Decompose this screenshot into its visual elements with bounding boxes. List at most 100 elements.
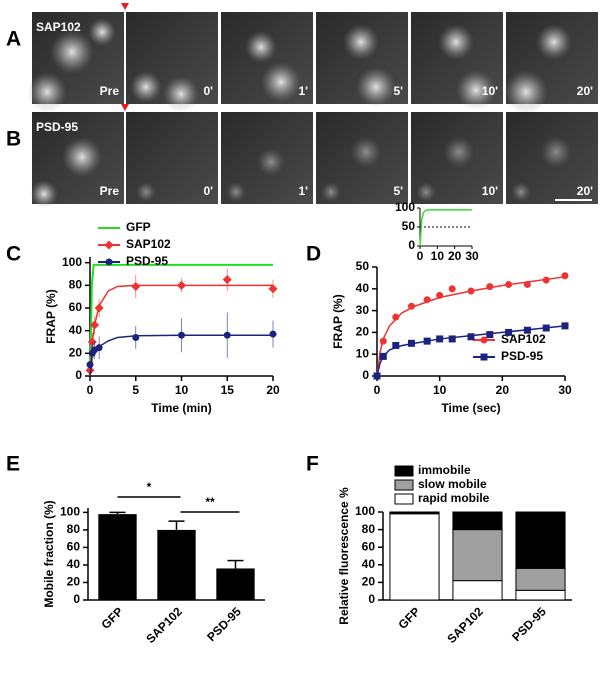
data-point: [561, 272, 569, 280]
y-tick-label: 100: [60, 505, 80, 519]
data-point: [423, 337, 431, 345]
legend-label: SAP102: [126, 237, 171, 251]
fluorescent-spot: [356, 67, 396, 107]
bar-segment: [515, 511, 566, 569]
panel-letter: B: [6, 128, 21, 151]
legend-marker: [104, 240, 114, 250]
x-tick-label: 15: [221, 383, 235, 397]
bar: [216, 568, 255, 600]
frame-label: 20': [577, 84, 593, 98]
y-tick-label: 80: [362, 522, 376, 536]
data-point: [95, 344, 103, 352]
inset-x-tick-label: 0: [417, 249, 424, 263]
data-point: [90, 320, 100, 330]
bar: [98, 514, 137, 600]
frame-label: 5': [393, 84, 403, 98]
data-point: [268, 284, 278, 294]
bar-segment: [389, 513, 440, 601]
y-tick-label: 50: [356, 259, 370, 273]
protein-label: SAP102: [36, 20, 81, 34]
y-tick-label: 0: [368, 592, 375, 606]
legend-swatch: [394, 493, 414, 505]
legend-marker: [480, 353, 488, 361]
x-tick-label: 30: [558, 383, 572, 397]
y-tick-label: 100: [355, 504, 375, 518]
fluorescent-spot: [321, 182, 341, 202]
y-tick-label: 100: [62, 255, 82, 269]
data-point: [448, 285, 456, 293]
y-tick-label: 60: [67, 540, 81, 554]
data-point: [373, 372, 381, 380]
data-point: [542, 324, 550, 332]
x-tick-label: 5: [132, 383, 139, 397]
fluorescent-spot: [245, 31, 277, 63]
bar-segment: [515, 589, 566, 601]
x-tick-label: 20: [496, 383, 510, 397]
frame-label: 10': [482, 84, 498, 98]
frame-label: 1': [298, 84, 308, 98]
x-tick-label: GFP: [396, 604, 423, 631]
data-line: [89, 263, 273, 377]
data-point: [223, 331, 231, 339]
data-point: [269, 330, 277, 338]
data-point: [177, 280, 186, 290]
frame-label: 5': [393, 184, 403, 198]
fluorescent-spot: [504, 70, 548, 114]
y-axis-title: FRAP (%): [44, 289, 58, 343]
bar: [157, 529, 196, 600]
inset-x-tick-label: 10: [431, 249, 445, 263]
significance-label: *: [147, 480, 152, 494]
fluorescent-spot: [50, 30, 94, 74]
panel-letter: A: [6, 28, 21, 51]
fluorescent-spot: [226, 182, 246, 202]
legend-label: PSD-95: [126, 254, 168, 268]
panel-letter: D: [306, 243, 321, 266]
fluorescent-spot: [540, 136, 572, 168]
data-point: [467, 333, 475, 341]
y-axis-title: FRAP (%): [331, 294, 345, 348]
y-tick-label: 40: [362, 557, 376, 571]
x-tick-label: SAP102: [444, 604, 486, 646]
y-tick-label: 20: [356, 325, 370, 339]
data-point: [523, 280, 531, 288]
fluorescent-spot: [30, 180, 58, 208]
data-point: [448, 335, 456, 343]
fluorescent-spot: [350, 136, 382, 168]
legend-marker: [480, 336, 488, 344]
frame-label: 0': [203, 84, 213, 98]
frame-label: 1': [298, 184, 308, 198]
data-point: [131, 281, 141, 291]
fluorescent-spot: [62, 137, 102, 177]
data-point: [523, 326, 531, 334]
data-point: [505, 280, 513, 288]
inset-y-tick-label: 100: [395, 200, 415, 214]
x-tick-label: SAP102: [143, 604, 185, 646]
y-tick-label: 40: [69, 323, 83, 337]
data-point: [486, 283, 494, 291]
data-point: [94, 303, 104, 313]
panel-letter: F: [306, 453, 319, 476]
significance-label: **: [205, 495, 215, 509]
panel-letter: C: [6, 243, 21, 266]
frame-label: Pre: [100, 84, 120, 98]
legend-label: PSD-95: [501, 349, 543, 363]
protein-label: PSD-95: [36, 120, 78, 134]
fluorescent-spot: [130, 71, 162, 103]
fluorescent-spot: [456, 70, 496, 110]
data-point: [423, 296, 431, 304]
fluorescent-spot: [416, 182, 436, 202]
data-point: [486, 331, 494, 339]
x-tick-label: PSD-95: [509, 604, 549, 644]
fluorescent-spot: [343, 24, 379, 60]
bar-segment: [452, 511, 503, 531]
y-tick-label: 60: [69, 300, 83, 314]
x-tick-label: 0: [374, 383, 381, 397]
y-tick-label: 20: [69, 346, 83, 360]
x-tick-label: GFP: [99, 604, 126, 631]
fluorescent-spot: [511, 182, 531, 202]
y-tick-label: 10: [356, 346, 370, 360]
bleach-marker: [121, 104, 129, 111]
data-point: [542, 276, 550, 284]
y-tick-label: 60: [362, 539, 376, 553]
